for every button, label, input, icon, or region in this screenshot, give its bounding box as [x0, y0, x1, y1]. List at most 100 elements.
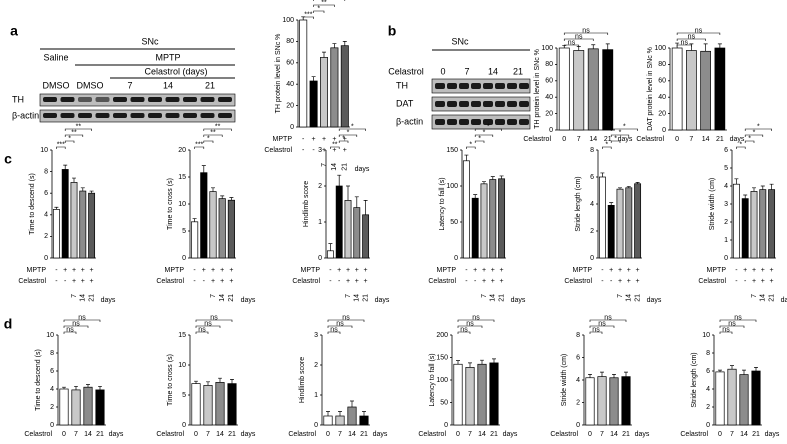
bar [609, 377, 619, 426]
error-bar [473, 194, 478, 199]
significance-label: ns [582, 27, 590, 34]
x-unit: days [241, 431, 256, 438]
significance-bracket [313, 10, 325, 13]
y-tick-label: 0 [182, 255, 186, 262]
error-bar [624, 371, 628, 377]
blot-band [447, 119, 457, 125]
blot-band [218, 97, 232, 102]
blot-header: 0 [440, 66, 445, 76]
x-tick-label: 7 [206, 431, 210, 438]
y-tick-label: 6 [724, 147, 728, 154]
x-tick-label: 7 [577, 136, 581, 143]
bar [739, 374, 749, 426]
significance-bracket [64, 128, 92, 131]
blot-band [183, 113, 197, 118]
y-axis-label: Latency to fall (s) [439, 177, 446, 230]
significance-label: ns [204, 320, 212, 327]
bar [191, 221, 199, 259]
bar [671, 47, 683, 131]
condition-value: + [337, 267, 341, 274]
bar [347, 406, 357, 426]
condition-value: - [610, 278, 613, 285]
significance-label: ns [460, 326, 468, 333]
bar [751, 370, 761, 426]
y-axis-label: TH protein level in SNc % [275, 34, 282, 114]
error-bar [74, 385, 78, 390]
bar [471, 197, 479, 259]
x-tick-label: 7 [730, 431, 734, 438]
blot-band [435, 83, 445, 89]
x-tick-label: 14 [331, 163, 338, 171]
condition-label: MPTP [273, 136, 293, 143]
significance-label: * [605, 141, 608, 148]
y-axis-label: Stride width (cm) [561, 354, 568, 407]
significance-label: ** [71, 129, 77, 136]
condition-value: - [735, 267, 738, 274]
panel-label: c [4, 151, 12, 167]
y-tick-label: 5 [182, 392, 186, 399]
significance-label: ns [734, 314, 742, 321]
condition-label: Celastrol [292, 278, 320, 285]
y-tick-label: 8 [50, 350, 54, 357]
y-tick-label: 5 [182, 228, 186, 235]
y-axis-label: Time to descend (s) [35, 349, 42, 411]
y-tick-label: 100 [541, 45, 553, 52]
error-bar [194, 380, 198, 384]
significance-label: *** [304, 11, 312, 18]
significance-bracket [313, 4, 335, 7]
x-unit: days [101, 297, 116, 304]
error-bar [206, 381, 210, 386]
panel-label: d [4, 316, 13, 332]
y-tick-label: 20 [286, 102, 294, 109]
significance-bracket [330, 146, 340, 149]
blot-band [183, 97, 197, 102]
significance-label: ns [598, 320, 606, 327]
x-tick-label: 14 [354, 294, 361, 302]
x-tick-label: 14 [216, 431, 224, 438]
y-axis-label: Stride length (cm) [575, 176, 582, 231]
y-tick-label: 5 [724, 165, 728, 172]
blot-band [435, 101, 445, 107]
error-bar [63, 164, 68, 170]
significance-bracket [195, 319, 233, 322]
x-unit: days [618, 136, 633, 143]
condition-value: + [770, 278, 774, 285]
x-tick-label: 0 [718, 431, 722, 438]
blot-band [60, 113, 75, 118]
error-bar [612, 374, 616, 378]
y-axis-label: DAT protein level in SNc % [647, 47, 654, 131]
significance-label: ** [321, 0, 327, 6]
condition-label: MPTP [573, 267, 593, 274]
significance-label: * [347, 129, 350, 136]
bar [558, 47, 570, 131]
blot-row-label: TH [396, 80, 408, 90]
significance-bracket [338, 140, 349, 143]
x-tick-label: 0 [456, 431, 460, 438]
y-tick-label: 3 [314, 332, 318, 339]
condition-value: + [770, 267, 774, 274]
blot-band [471, 101, 481, 107]
y-tick-label: 10 [178, 201, 186, 208]
condition-label: Celastrol [428, 278, 456, 285]
x-tick-label: 7 [210, 294, 217, 298]
x-tick-label: 21 [360, 431, 368, 438]
x-axis-label: Celastrol [680, 431, 708, 438]
error-bar [456, 360, 460, 365]
x-tick-label: 7 [617, 294, 624, 298]
bar [489, 179, 497, 259]
x-tick-label: 21 [362, 294, 369, 302]
significance-label: * [469, 141, 472, 148]
significance-bracket [589, 331, 603, 334]
bar [750, 191, 758, 259]
error-bar [600, 371, 604, 377]
significance-label: * [487, 123, 490, 130]
significance-bracket [195, 325, 221, 328]
condition-value: + [355, 278, 359, 285]
blot-header: 14 [488, 66, 498, 76]
x-tick-label: 21 [96, 431, 104, 438]
bar [191, 383, 201, 426]
error-bar [230, 379, 234, 384]
blot-band [483, 83, 493, 89]
error-bar [754, 367, 758, 371]
significance-label: * [739, 141, 742, 148]
